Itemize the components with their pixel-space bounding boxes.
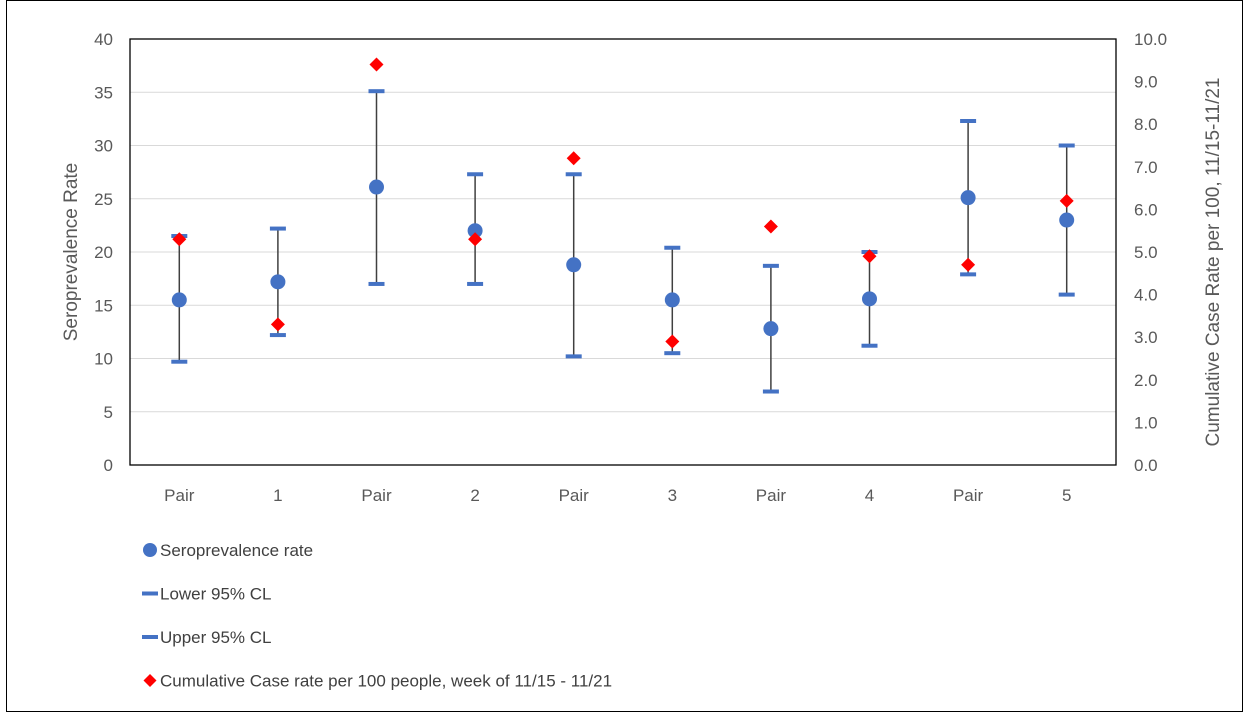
seroprevalence-point bbox=[763, 321, 779, 337]
legend: Seroprevalence rate Lower 95% CL Upper 95%… bbox=[142, 541, 612, 691]
lower-cl-marker bbox=[565, 354, 582, 359]
error-bars bbox=[178, 91, 1068, 392]
y2-tick-label: 8.0 bbox=[1134, 115, 1158, 134]
y2-tick-label: 0.0 bbox=[1134, 456, 1158, 475]
seroprevalence-point bbox=[270, 274, 286, 290]
y-tick-label: 0 bbox=[104, 456, 113, 475]
x-tick-label: 1 bbox=[273, 486, 282, 505]
y2-tick-label: 6.0 bbox=[1134, 200, 1158, 219]
x-tick-label: 3 bbox=[668, 486, 677, 505]
lower-cl-marker bbox=[960, 272, 977, 277]
x-tick-label: Pair bbox=[361, 486, 392, 505]
seroprevalence-point bbox=[664, 292, 680, 308]
lower-cl-marker bbox=[467, 281, 484, 286]
y2-tick-label: 7.0 bbox=[1134, 158, 1158, 177]
gridlines bbox=[130, 38, 1116, 413]
seroprevalence-point bbox=[1059, 212, 1075, 228]
x-tick-label: Pair bbox=[164, 486, 195, 505]
upper-cl-marker bbox=[762, 263, 779, 268]
data-marks bbox=[171, 57, 1075, 394]
case-rate-point bbox=[270, 317, 285, 332]
upper-cl-marker bbox=[1058, 143, 1075, 148]
legend-marker-diamond bbox=[143, 674, 157, 687]
y2-tick-label: 10.0 bbox=[1134, 30, 1167, 49]
x-tick-label: Pair bbox=[756, 486, 787, 505]
y-axis-title: Seroprevalence Rate bbox=[61, 163, 82, 342]
case-rate-point bbox=[763, 219, 778, 234]
y2-tick-label: 9.0 bbox=[1134, 73, 1158, 92]
x-tick-label: Pair bbox=[953, 486, 984, 505]
lower-cl-marker bbox=[1058, 292, 1075, 297]
upper-cl-marker bbox=[960, 119, 977, 124]
lower-cl-marker bbox=[171, 359, 188, 364]
legend-label: Upper 95% CL bbox=[160, 628, 272, 647]
case-rate-point bbox=[862, 249, 877, 264]
seroprevalence-point bbox=[467, 223, 483, 239]
legend-marker-circle bbox=[143, 543, 157, 557]
case-rate-point bbox=[369, 57, 384, 72]
y-tick-label: 5 bbox=[104, 403, 113, 422]
case-rate-point bbox=[665, 334, 680, 349]
lower-cl-marker bbox=[269, 333, 286, 338]
x-tick-label: 4 bbox=[865, 486, 874, 505]
seroprevalence-point bbox=[960, 190, 976, 206]
case-rate-point bbox=[172, 232, 187, 247]
y-tick-label: 40 bbox=[94, 30, 113, 49]
case-rate-point bbox=[1059, 193, 1074, 208]
y-tick-label: 25 bbox=[94, 190, 113, 209]
legend-label: Seroprevalence rate bbox=[160, 541, 313, 560]
case-rate-point bbox=[566, 151, 581, 166]
y-tick-label: 15 bbox=[94, 296, 113, 315]
upper-cl-marker bbox=[368, 89, 385, 94]
seroprevalence-point bbox=[862, 291, 877, 307]
x-tick-label: 5 bbox=[1062, 486, 1071, 505]
x-tick-label: 2 bbox=[470, 486, 479, 505]
case-rate-point bbox=[961, 257, 976, 272]
seroprevalence-point bbox=[566, 257, 582, 273]
legend-marker-dash bbox=[142, 635, 158, 639]
upper-cl-marker bbox=[467, 172, 484, 177]
legend-label: Cumulative Case rate per 100 people, wee… bbox=[160, 672, 612, 691]
y-tick-label: 20 bbox=[94, 243, 113, 262]
y2-tick-label: 5.0 bbox=[1134, 243, 1158, 262]
upper-cl-marker bbox=[269, 226, 286, 231]
seroprevalence-point bbox=[171, 292, 187, 308]
upper-cl-marker bbox=[664, 245, 681, 250]
plot-area-border bbox=[129, 38, 1117, 466]
y-tick-label: 35 bbox=[94, 83, 113, 102]
y-tick-label: 30 bbox=[94, 137, 113, 156]
y2-tick-label: 3.0 bbox=[1134, 328, 1158, 347]
y2-axis-title: Cumulative Case Rate per 100, 11/15-11/2… bbox=[1203, 78, 1224, 447]
chart-frame: 0 5 10 15 20 25 30 35 40 0.0 1.0 2.0 3.0 4.0 5.0 6.0 7.… bbox=[6, 0, 1243, 712]
lower-cl-marker bbox=[664, 351, 681, 356]
y2-tick-label: 2.0 bbox=[1134, 371, 1158, 390]
x-tick-label: Pair bbox=[559, 486, 590, 505]
right-axis-ticks: 0.0 1.0 2.0 3.0 4.0 5.0 6.0 7.0 8.0 9.0 10.0 bbox=[1134, 30, 1167, 475]
legend-label: Lower 95% CL bbox=[160, 585, 272, 604]
case-rate-point bbox=[468, 232, 483, 247]
y-tick-label: 10 bbox=[94, 350, 113, 369]
y2-tick-label: 1.0 bbox=[1134, 413, 1158, 432]
category-axis-labels: Pair 1 Pair 2 Pair 3 Pair 4 Pair 5 bbox=[164, 486, 1071, 505]
legend-marker-dash bbox=[142, 591, 158, 596]
lower-cl-marker bbox=[368, 281, 385, 286]
lower-cl-marker bbox=[861, 343, 878, 348]
upper-cl-marker bbox=[565, 172, 582, 177]
y2-tick-label: 4.0 bbox=[1134, 286, 1158, 305]
lower-cl-marker bbox=[762, 389, 779, 394]
left-axis-ticks: 0 5 10 15 20 25 30 35 40 bbox=[94, 30, 113, 475]
seroprevalence-point bbox=[369, 179, 384, 195]
